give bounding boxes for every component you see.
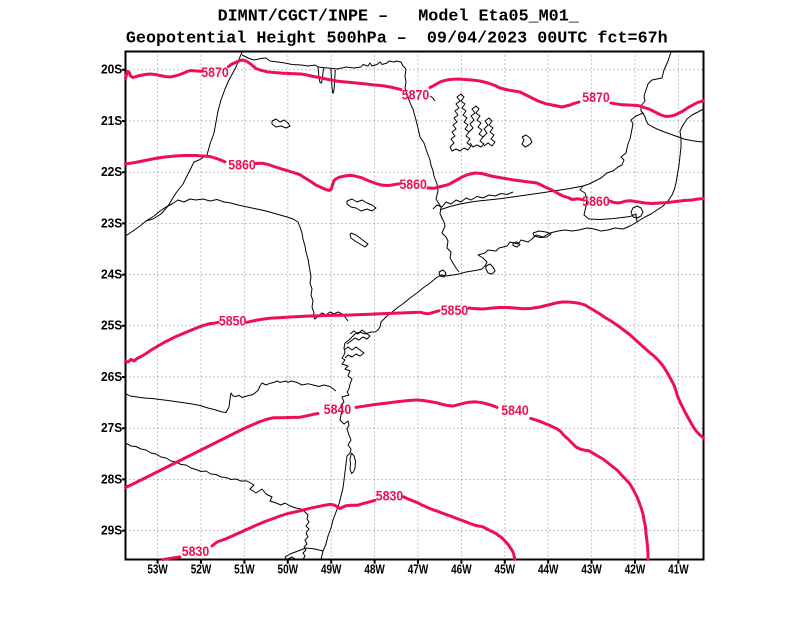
svg-text:5860: 5860 (399, 176, 427, 192)
svg-text:44W: 44W (538, 562, 559, 577)
svg-text:24S: 24S (101, 267, 123, 282)
svg-text:43W: 43W (581, 562, 602, 577)
svg-text:5830: 5830 (182, 543, 210, 559)
svg-text:45W: 45W (495, 562, 516, 577)
svg-text:5860: 5860 (582, 193, 610, 209)
svg-text:47W: 47W (408, 562, 429, 577)
svg-text:41W: 41W (668, 562, 689, 577)
svg-text:53W: 53W (147, 562, 168, 577)
svg-text:26S: 26S (101, 369, 123, 384)
svg-text:42W: 42W (625, 562, 646, 577)
svg-text:46W: 46W (451, 562, 472, 577)
svg-text:22S: 22S (101, 164, 123, 179)
svg-text:5850: 5850 (219, 312, 247, 328)
svg-text:5870: 5870 (582, 89, 610, 105)
svg-text:5860: 5860 (228, 157, 256, 173)
svg-text:5870: 5870 (402, 86, 430, 102)
svg-text:5870: 5870 (201, 64, 229, 80)
svg-text:5840: 5840 (324, 401, 352, 417)
svg-text:27S: 27S (101, 420, 123, 435)
svg-text:21S: 21S (101, 113, 123, 128)
svg-text:51W: 51W (234, 562, 255, 577)
svg-text:20S: 20S (101, 62, 123, 77)
svg-text:DIMNT/CGCT/INPE – Model Eta0: DIMNT/CGCT/INPE – Model Eta05_M01_ (218, 7, 580, 26)
svg-text:23S: 23S (101, 215, 123, 230)
svg-text:5840: 5840 (501, 402, 529, 418)
svg-text:Geopotential Height 500hPa –: Geopotential Height 500hPa – 09/04/2023 … (126, 29, 668, 48)
svg-text:5850: 5850 (441, 302, 469, 318)
svg-text:28S: 28S (101, 471, 123, 486)
svg-text:5830: 5830 (376, 488, 404, 504)
svg-text:52W: 52W (191, 562, 212, 577)
svg-text:48W: 48W (364, 562, 385, 577)
svg-text:49W: 49W (321, 562, 342, 577)
svg-text:25S: 25S (101, 318, 123, 333)
svg-text:50W: 50W (278, 562, 299, 577)
svg-text:29S: 29S (101, 523, 123, 538)
